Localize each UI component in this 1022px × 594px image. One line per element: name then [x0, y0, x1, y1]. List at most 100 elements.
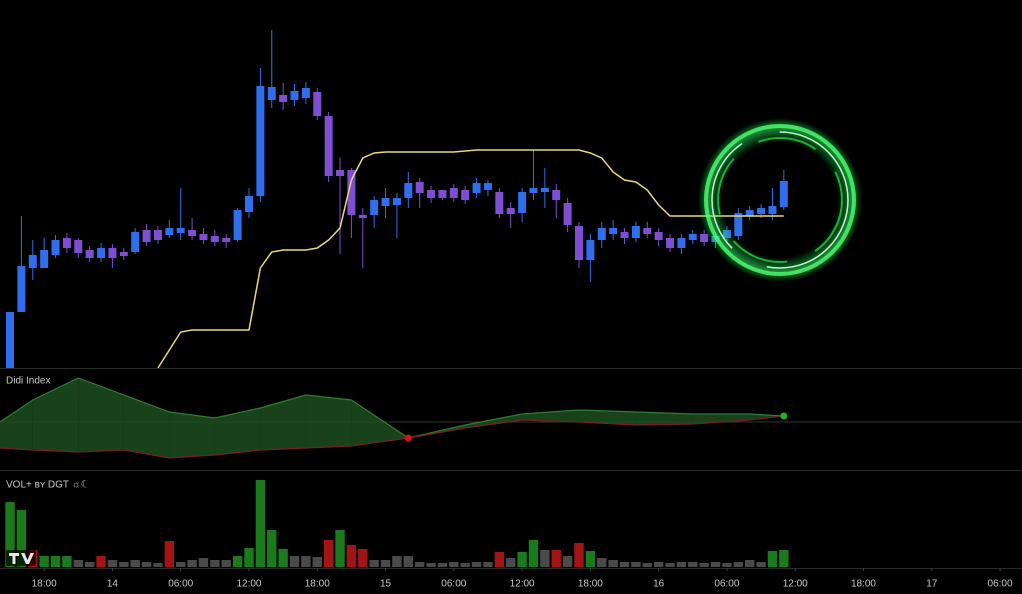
- glow-halo: [698, 118, 862, 282]
- x-tick-label: 14: [107, 579, 119, 590]
- band-fill: [169, 412, 215, 458]
- band-fill: [214, 408, 261, 455]
- cross-dot: [404, 434, 412, 442]
- band-fill: [305, 395, 352, 448]
- volume-bar: [767, 551, 778, 567]
- volume-bar: [528, 540, 539, 567]
- candle-body: [74, 240, 83, 253]
- candle-body: [631, 226, 640, 238]
- volume-bar: [164, 541, 175, 567]
- volume-bar: [232, 556, 243, 567]
- candle-body: [472, 183, 481, 193]
- volume-bar: [574, 543, 584, 567]
- candle-body: [518, 192, 527, 213]
- candle-body: [483, 183, 492, 190]
- candle-body: [51, 240, 60, 255]
- volume-bar: [198, 558, 209, 567]
- band-fill: [78, 378, 124, 452]
- glow-ring-outer: [704, 124, 856, 276]
- volume-bar: [312, 557, 322, 567]
- volume-bar: [506, 558, 516, 567]
- volume-bar: [346, 545, 357, 567]
- candle-body: [6, 312, 15, 368]
- volume-bar: [710, 562, 721, 567]
- volume-bar: [62, 556, 72, 567]
- candle-body: [131, 232, 140, 252]
- candle-body: [688, 234, 697, 240]
- candle-body: [677, 238, 686, 248]
- candle-body: [222, 238, 231, 242]
- volume-bar: [585, 551, 596, 567]
- pane-title: Didi Index: [6, 376, 50, 387]
- candle-body: [643, 228, 652, 234]
- logo-mark: [9, 553, 34, 564]
- candle-body: [438, 190, 447, 198]
- candle-body: [279, 95, 288, 102]
- candle-body: [301, 88, 310, 98]
- volume-bar: [392, 556, 402, 567]
- volume-bar: [323, 540, 334, 567]
- volume-bar: [562, 556, 573, 567]
- candle-body: [404, 183, 413, 198]
- volume-bar: [414, 562, 425, 567]
- candle-body: [17, 266, 26, 312]
- candle-body: [654, 232, 663, 240]
- volume-bar: [699, 563, 709, 567]
- volume-bar: [403, 556, 413, 567]
- volume-bar: [301, 556, 311, 567]
- volume-bar: [107, 560, 118, 567]
- trend-line: [157, 149, 784, 369]
- candle-body: [244, 196, 253, 212]
- candle-body: [108, 248, 117, 258]
- candle-body: [506, 208, 515, 214]
- glow-ring-core: [717, 137, 843, 263]
- volume-bar: [5, 502, 15, 567]
- candle-body: [552, 190, 561, 200]
- candle-body: [563, 203, 572, 225]
- volume-bar: [619, 562, 630, 567]
- candle-body: [62, 238, 71, 248]
- candle-body: [97, 248, 106, 258]
- volume-bar: [449, 562, 459, 567]
- x-tick-label: 06:00: [441, 579, 466, 590]
- volume-bar: [597, 558, 607, 567]
- candle-body: [142, 230, 151, 242]
- logo: [6, 550, 36, 566]
- volume-bar: [426, 563, 436, 567]
- band-fill: [260, 395, 306, 450]
- volume-bar: [779, 550, 789, 567]
- x-tick-label: 06:00: [988, 579, 1013, 590]
- candle-body: [40, 250, 49, 268]
- volume-bar: [187, 560, 197, 567]
- candle-body: [267, 87, 276, 100]
- band-fill: [32, 378, 79, 452]
- candle-body: [210, 236, 219, 242]
- band-fill: [351, 400, 409, 446]
- candle-body: [586, 240, 595, 260]
- glow-ring: [698, 118, 862, 282]
- candle-body: [290, 91, 299, 100]
- volume-bar: [642, 563, 652, 567]
- candle-body: [609, 228, 618, 234]
- volume-bar: [141, 562, 152, 567]
- x-tick-label: 18:00: [305, 579, 330, 590]
- candle-body: [188, 230, 197, 236]
- candle-body: [574, 226, 583, 260]
- candle-body: [233, 210, 242, 240]
- candle-body: [28, 255, 37, 268]
- candle-body: [427, 190, 436, 198]
- candle-body: [461, 190, 470, 200]
- volume-bar: [608, 560, 618, 567]
- cross-dot: [780, 412, 788, 420]
- volume-bar: [676, 562, 687, 567]
- band-fill: [123, 395, 170, 458]
- volume-bar: [744, 560, 755, 567]
- candle-body: [199, 234, 208, 240]
- volume-bar: [722, 563, 732, 567]
- volume-bar: [84, 562, 95, 567]
- volume-bar: [267, 530, 277, 567]
- candle-body: [119, 252, 128, 256]
- glow-ring-inner: [711, 131, 849, 269]
